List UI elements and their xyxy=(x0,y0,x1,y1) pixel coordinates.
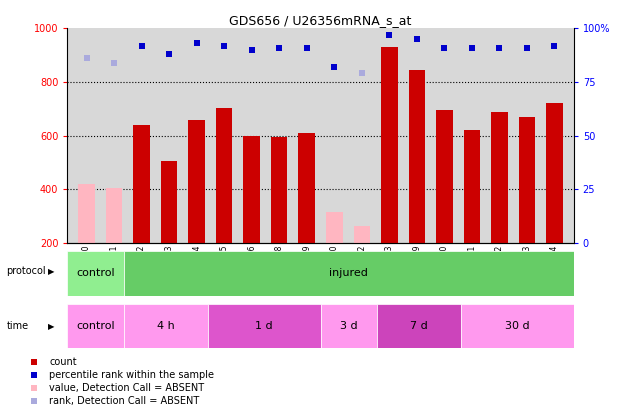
Bar xyxy=(67,251,124,296)
Bar xyxy=(271,137,287,243)
Bar xyxy=(161,161,178,243)
Bar xyxy=(381,47,397,243)
Text: rank, Detection Call = ABSENT: rank, Detection Call = ABSENT xyxy=(49,396,199,405)
Text: control: control xyxy=(76,269,115,278)
Bar xyxy=(78,184,95,243)
Text: 7 d: 7 d xyxy=(410,321,428,331)
Bar xyxy=(320,304,377,348)
Text: protocol: protocol xyxy=(6,266,46,276)
Text: value, Detection Call = ABSENT: value, Detection Call = ABSENT xyxy=(49,383,204,393)
Bar xyxy=(408,70,425,243)
Title: GDS656 / U26356mRNA_s_at: GDS656 / U26356mRNA_s_at xyxy=(229,14,412,27)
Text: 4 h: 4 h xyxy=(157,321,174,331)
Bar xyxy=(491,111,508,243)
Bar xyxy=(124,304,208,348)
Bar xyxy=(546,104,563,243)
Text: ▶: ▶ xyxy=(48,267,54,276)
Text: count: count xyxy=(49,357,77,367)
Bar xyxy=(106,188,122,243)
Text: control: control xyxy=(76,321,115,331)
Text: ▶: ▶ xyxy=(48,322,54,330)
Bar xyxy=(519,117,535,243)
Bar xyxy=(133,125,150,243)
Text: time: time xyxy=(6,321,29,331)
Bar xyxy=(67,304,124,348)
Text: 30 d: 30 d xyxy=(505,321,529,331)
Bar xyxy=(463,130,480,243)
Bar xyxy=(244,136,260,243)
Bar xyxy=(354,226,370,243)
Bar xyxy=(326,212,342,243)
Bar xyxy=(461,304,574,348)
Bar xyxy=(208,304,320,348)
Bar xyxy=(299,133,315,243)
Bar xyxy=(188,119,205,243)
Text: 3 d: 3 d xyxy=(340,321,358,331)
Bar xyxy=(436,110,453,243)
Bar xyxy=(124,251,574,296)
Text: injured: injured xyxy=(329,269,368,278)
Bar xyxy=(216,107,233,243)
Text: 1 d: 1 d xyxy=(255,321,273,331)
Text: percentile rank within the sample: percentile rank within the sample xyxy=(49,370,214,380)
Bar xyxy=(377,304,461,348)
